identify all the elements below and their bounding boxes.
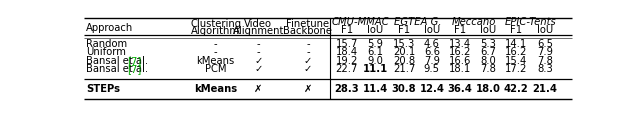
Text: CMU-MMAC: CMU-MMAC <box>332 17 390 27</box>
Text: Meccano: Meccano <box>452 17 496 27</box>
Text: 12.4: 12.4 <box>419 84 444 94</box>
Text: 6.5: 6.5 <box>537 39 553 49</box>
Text: IoU: IoU <box>424 25 440 35</box>
Text: EGTEA G.: EGTEA G. <box>394 17 442 27</box>
Text: EPIC-Tents: EPIC-Tents <box>505 17 557 27</box>
Text: Finetune: Finetune <box>286 19 330 29</box>
Text: ✓: ✓ <box>303 64 312 74</box>
Text: 30.8: 30.8 <box>392 84 416 94</box>
Text: PCM: PCM <box>205 64 227 74</box>
Text: 14.1: 14.1 <box>505 39 527 49</box>
Text: Alignment: Alignment <box>232 26 284 36</box>
Text: Backbone: Backbone <box>284 26 332 36</box>
Text: 5.9: 5.9 <box>367 39 383 49</box>
Text: Bansal et al.: Bansal et al. <box>86 64 148 74</box>
Text: [7]: [7] <box>127 56 141 66</box>
Text: 15.7: 15.7 <box>335 39 358 49</box>
Text: 7.8: 7.8 <box>537 56 553 66</box>
Text: -: - <box>257 47 260 57</box>
Text: 15.4: 15.4 <box>505 56 527 66</box>
Text: 16.2: 16.2 <box>449 47 471 57</box>
Text: 20.1: 20.1 <box>393 47 415 57</box>
Text: ✓: ✓ <box>254 56 262 66</box>
Text: 20.8: 20.8 <box>393 56 415 66</box>
Text: [7]: [7] <box>127 64 141 74</box>
Text: 7.9: 7.9 <box>537 47 553 57</box>
Text: 21.4: 21.4 <box>532 84 557 94</box>
Text: 18.1: 18.1 <box>449 64 471 74</box>
Text: 6.1: 6.1 <box>367 47 383 57</box>
Text: 6.6: 6.6 <box>424 47 440 57</box>
Text: IoU: IoU <box>537 25 553 35</box>
Text: 16.6: 16.6 <box>449 56 471 66</box>
Text: 8.0: 8.0 <box>481 56 496 66</box>
Text: 22.7: 22.7 <box>335 64 358 74</box>
Text: F1: F1 <box>454 25 466 35</box>
Text: ✗: ✗ <box>254 84 262 94</box>
Text: 5.3: 5.3 <box>481 39 497 49</box>
Text: 36.4: 36.4 <box>447 84 472 94</box>
Text: Bansal et al.: Bansal et al. <box>86 56 148 66</box>
Text: Clustering: Clustering <box>190 19 241 29</box>
Text: 15.3: 15.3 <box>393 39 415 49</box>
Text: 4.6: 4.6 <box>424 39 440 49</box>
Text: -: - <box>257 39 260 49</box>
Text: ✓: ✓ <box>303 56 312 66</box>
Text: ✗: ✗ <box>303 84 312 94</box>
Text: IoU: IoU <box>480 25 497 35</box>
Text: 18.4: 18.4 <box>335 47 358 57</box>
Text: -: - <box>214 47 218 57</box>
Text: 11.4: 11.4 <box>363 84 388 94</box>
Text: 7.9: 7.9 <box>424 56 440 66</box>
Text: 11.1: 11.1 <box>363 64 388 74</box>
Text: 16.2: 16.2 <box>505 47 527 57</box>
Text: -: - <box>214 39 218 49</box>
Text: -: - <box>306 39 310 49</box>
Text: 21.7: 21.7 <box>393 64 415 74</box>
Text: 7.8: 7.8 <box>481 64 497 74</box>
Text: F1: F1 <box>510 25 522 35</box>
Text: STEPs: STEPs <box>86 84 120 94</box>
Text: 42.2: 42.2 <box>504 84 529 94</box>
Text: F1: F1 <box>340 25 353 35</box>
Text: Uniform: Uniform <box>86 47 126 57</box>
Text: 9.5: 9.5 <box>424 64 440 74</box>
Text: Approach: Approach <box>86 23 134 33</box>
Text: Video: Video <box>244 19 272 29</box>
Text: IoU: IoU <box>367 25 383 35</box>
Text: kMeans: kMeans <box>196 56 235 66</box>
Text: 17.2: 17.2 <box>505 64 527 74</box>
Text: Algorithm: Algorithm <box>191 26 240 36</box>
Text: F1: F1 <box>398 25 410 35</box>
Text: kMeans: kMeans <box>194 84 237 94</box>
Text: -: - <box>306 47 310 57</box>
Text: ✓: ✓ <box>254 64 262 74</box>
Text: 19.2: 19.2 <box>335 56 358 66</box>
Text: Random: Random <box>86 39 127 49</box>
Text: 28.3: 28.3 <box>334 84 359 94</box>
Text: 18.0: 18.0 <box>476 84 501 94</box>
Text: 9.0: 9.0 <box>367 56 383 66</box>
Text: 13.4: 13.4 <box>449 39 471 49</box>
Text: 6.7: 6.7 <box>481 47 497 57</box>
Text: 8.3: 8.3 <box>537 64 553 74</box>
